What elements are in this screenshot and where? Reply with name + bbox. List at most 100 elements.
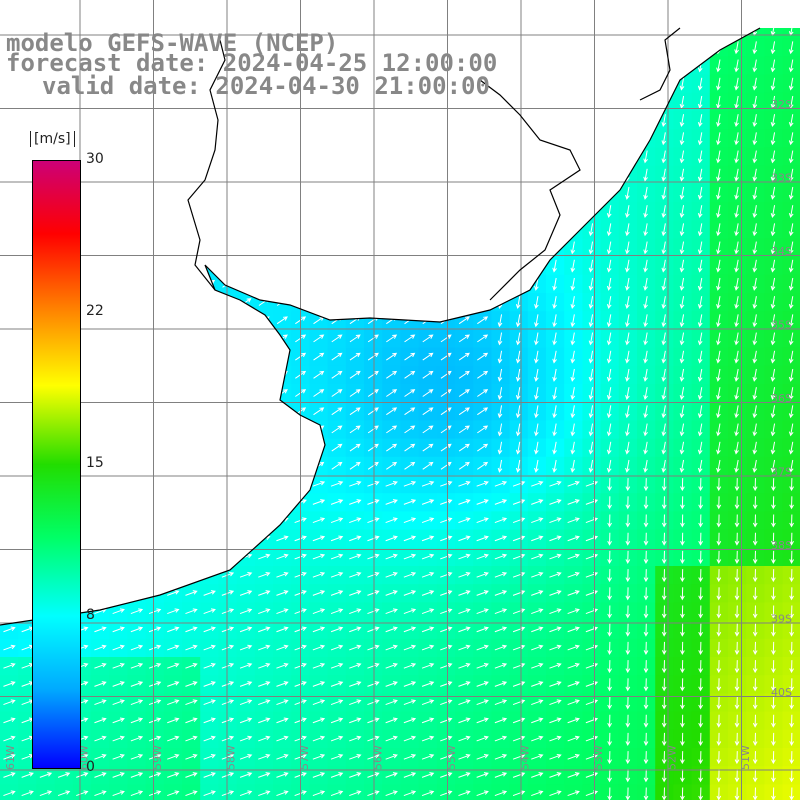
wind-arrow <box>239 717 253 724</box>
wind-speed-cell <box>309 420 329 440</box>
wind-arrow <box>752 28 758 37</box>
wind-arrow <box>679 168 685 182</box>
wind-arrow <box>789 569 794 583</box>
wind-arrow <box>458 608 471 615</box>
wind-arrow <box>149 352 161 361</box>
wind-arrow <box>3 480 16 487</box>
wind-speed-cell <box>309 274 329 294</box>
wind-arrow <box>313 188 325 197</box>
wind-arrow <box>697 387 703 401</box>
wind-arrow <box>567 753 580 760</box>
wind-arrow <box>458 407 470 416</box>
wind-speed-cell <box>728 28 747 39</box>
wind-speed-cell <box>127 547 147 567</box>
wind-arrow <box>422 298 434 306</box>
wind-speed-cell <box>600 74 620 94</box>
wind-arrow <box>698 732 703 746</box>
wind-arrow <box>240 152 252 161</box>
wind-arrow <box>239 790 253 797</box>
wind-speed-cell <box>455 220 474 239</box>
wind-arrow <box>697 423 703 437</box>
wind-arrow <box>204 188 216 197</box>
wind-speed-cell <box>527 147 547 167</box>
wind-speed-cell <box>455 129 474 148</box>
wind-arrow <box>276 626 289 633</box>
wind-arrow <box>680 714 685 728</box>
wind-speed-cell <box>109 293 128 312</box>
wind-arrow <box>661 732 667 746</box>
wind-arrow <box>349 134 361 143</box>
wind-arrow <box>570 332 576 346</box>
wind-arrow <box>531 790 544 797</box>
wind-speed-cell <box>218 311 238 330</box>
wind-arrow <box>22 116 34 124</box>
wind-arrow <box>204 316 216 325</box>
wind-arrow <box>607 696 612 710</box>
wind-arrow <box>661 150 667 164</box>
wind-speed-cell <box>618 111 638 130</box>
wind-arrow <box>477 316 489 325</box>
wind-speed-cell <box>182 365 201 385</box>
wind-arrow <box>567 735 580 742</box>
wind-arrow <box>312 499 326 505</box>
wind-arrow <box>788 77 794 91</box>
wind-arrow <box>148 735 162 742</box>
wind-arrow <box>204 334 216 343</box>
wind-arrow <box>734 150 739 164</box>
wind-arrow <box>734 95 739 109</box>
wind-arrow <box>789 769 794 783</box>
wind-arrow <box>716 314 721 328</box>
wind-arrow <box>771 478 776 492</box>
wind-arrow <box>698 678 703 692</box>
wind-arrow <box>625 587 631 601</box>
wind-arrow <box>367 116 379 124</box>
wind-arrow <box>734 714 740 728</box>
wind-speed-cell <box>618 129 638 148</box>
wind-speed-cell <box>254 365 274 385</box>
wind-arrow <box>22 261 34 270</box>
wind-arrow <box>476 553 489 560</box>
wind-arrow <box>531 608 544 615</box>
wind-arrow <box>734 259 739 273</box>
wind-speed-cell <box>127 220 147 239</box>
wind-arrow <box>385 662 398 669</box>
wind-speed-cell <box>0 347 19 367</box>
wind-arrow <box>770 186 776 200</box>
wind-arrow <box>512 735 526 742</box>
wind-arrow <box>312 772 326 778</box>
wind-arrow <box>697 350 703 364</box>
wind-arrow <box>331 298 343 306</box>
wind-speed-cell <box>127 129 147 148</box>
wind-speed-cell <box>200 529 219 549</box>
wind-arrow <box>643 641 649 655</box>
wind-arrow <box>440 279 452 288</box>
wind-arrow <box>534 28 539 37</box>
wind-arrow <box>716 769 722 783</box>
wind-arrow <box>607 769 612 783</box>
wind-arrow <box>661 168 667 182</box>
wind-arrow <box>680 678 685 692</box>
wind-speed-cell <box>182 529 201 549</box>
wind-arrow <box>149 298 161 306</box>
wind-speed-cell <box>254 165 274 185</box>
wind-arrow <box>458 298 470 306</box>
wind-arrow <box>167 790 180 797</box>
wind-speed-cell <box>109 566 128 585</box>
wind-arrow <box>240 279 252 288</box>
wind-arrow <box>549 681 562 687</box>
wind-arrow <box>716 587 722 601</box>
wind-arrow <box>440 662 453 669</box>
wind-arrow <box>94 279 106 288</box>
wind-arrow <box>534 186 539 200</box>
wind-arrow <box>625 296 630 310</box>
wind-arrow <box>149 407 161 416</box>
wind-speed-cell <box>200 220 219 239</box>
wind-arrow <box>567 517 580 524</box>
wind-arrow <box>185 626 198 633</box>
wind-arrow <box>752 241 758 255</box>
wind-arrow <box>276 116 288 124</box>
wind-speed-cell <box>109 238 128 258</box>
wind-arrow <box>643 514 649 528</box>
wind-speed-cell <box>436 256 456 276</box>
wind-arrow <box>788 150 794 164</box>
